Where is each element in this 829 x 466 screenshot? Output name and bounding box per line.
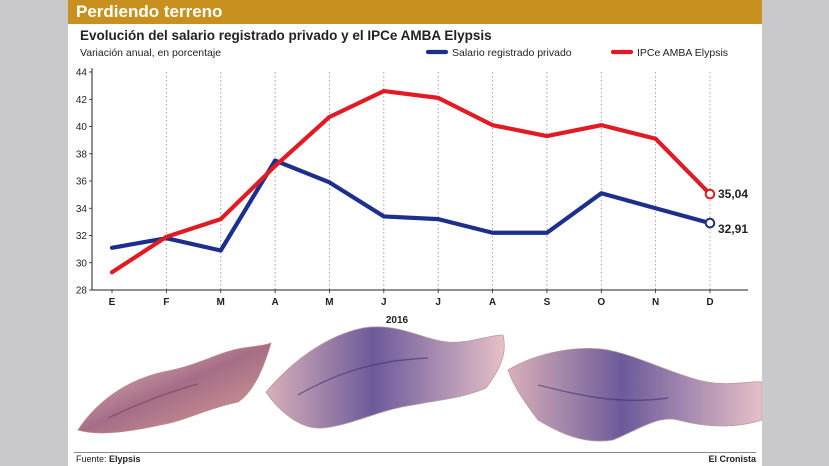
footer-publisher: El Cronista xyxy=(708,454,756,464)
x-tick-label: O xyxy=(597,297,605,308)
chart-legend: Salario registrado privado IPCe AMBA Elyp… xyxy=(425,47,728,59)
x-tick-label: A xyxy=(489,297,496,308)
legend-label: Salario registrado privado xyxy=(452,47,572,59)
series-end-marker xyxy=(704,217,716,229)
y-tick-label: 32 xyxy=(76,231,88,242)
header-title: Perdiendo terreno xyxy=(76,2,223,21)
header-bar: Perdiendo terreno xyxy=(68,0,762,24)
y-tick-label: 34 xyxy=(76,204,88,215)
banknote-right-detail xyxy=(537,384,669,402)
banknote-left-detail xyxy=(107,383,199,419)
x-tick-label: M xyxy=(217,297,225,308)
x-tick-label: F xyxy=(163,297,169,308)
y-axis-label: Variación anual, en porcentaje xyxy=(80,47,222,59)
x-tick-label: D xyxy=(706,297,713,308)
banknote-right xyxy=(507,348,762,442)
banknote-middle xyxy=(265,326,505,429)
x-tick-label: S xyxy=(544,297,551,308)
x-tick-label: E xyxy=(109,297,116,308)
banknote-left xyxy=(77,342,272,434)
series-line-salario xyxy=(109,158,713,253)
x-tick-label: M xyxy=(325,297,333,308)
y-tick-label: 44 xyxy=(76,68,88,79)
series-line-ipce xyxy=(109,88,713,275)
infographic-panel: Perdiendo terreno Evolución del salario … xyxy=(68,0,762,466)
y-tick-label: 42 xyxy=(76,95,88,106)
series-end-marker xyxy=(704,188,716,200)
footer-source-label: Fuente: xyxy=(76,454,107,464)
y-tick-label: 38 xyxy=(76,149,88,160)
legend-label: IPCe AMBA Elypsis xyxy=(637,47,728,59)
x-tick-label: N xyxy=(652,297,659,308)
x-tick-label: J xyxy=(435,297,441,308)
series-end-label: 32,91 xyxy=(718,222,748,236)
x-tick-label: J xyxy=(381,297,387,308)
chart-series: 32,91 35,04 xyxy=(109,88,748,275)
series-end-label: 35,04 xyxy=(718,187,748,201)
footer-source-name: Elypsis xyxy=(109,454,141,464)
y-tick-label: 36 xyxy=(76,177,88,188)
banknote-middle-detail xyxy=(297,357,429,396)
chart-title: Evolución del salario registrado privado… xyxy=(80,28,492,43)
footer-source: Fuente: Elypsis xyxy=(76,454,141,464)
x-tick-label: A xyxy=(271,297,278,308)
line-chart: 28 30 32 34 36 38 40 42 44 E F M A M J J A S O N D 32,91 35,0… xyxy=(76,47,762,442)
y-tick-label: 30 xyxy=(76,258,88,269)
footer-rule xyxy=(74,452,756,453)
y-tick-label: 40 xyxy=(76,122,88,133)
chart-gridlines xyxy=(165,72,711,290)
x-axis-label: 2016 xyxy=(386,315,409,326)
banknotes-illustration xyxy=(77,326,762,442)
y-tick-label: 28 xyxy=(76,286,88,297)
chart-axes: 28 30 32 34 36 38 40 42 44 E F M A M J J A S O N D xyxy=(76,68,748,308)
